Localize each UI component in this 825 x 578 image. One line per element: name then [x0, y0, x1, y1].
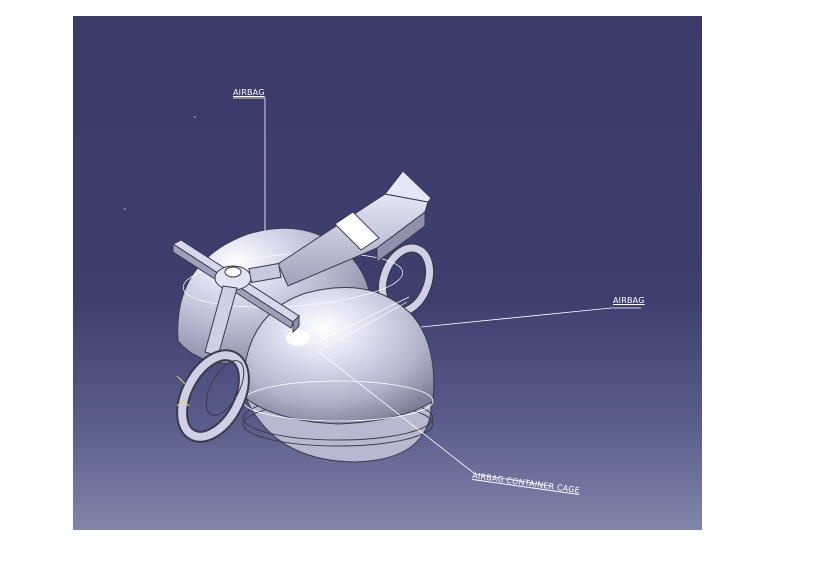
cage-hub[interactable] — [214, 262, 282, 291]
stray-dot — [194, 116, 196, 118]
model-scene[interactable] — [73, 16, 702, 530]
cage-arm-upper[interactable] — [277, 170, 432, 287]
stray-dot — [124, 208, 126, 210]
annotation-leaders — [233, 97, 641, 487]
3d-viewport[interactable]: AIRBAG AIRBAG AIRBAG CONTAINER CAGE — [73, 16, 702, 530]
construction-lines — [182, 252, 410, 352]
annotation-airbag-right: AIRBAG — [613, 296, 645, 305]
annotation-airbag-top: AIRBAG — [233, 88, 265, 97]
cage-ring-left[interactable] — [169, 345, 256, 447]
dome-highlight — [286, 330, 310, 346]
axis-triad — [176, 375, 190, 407]
